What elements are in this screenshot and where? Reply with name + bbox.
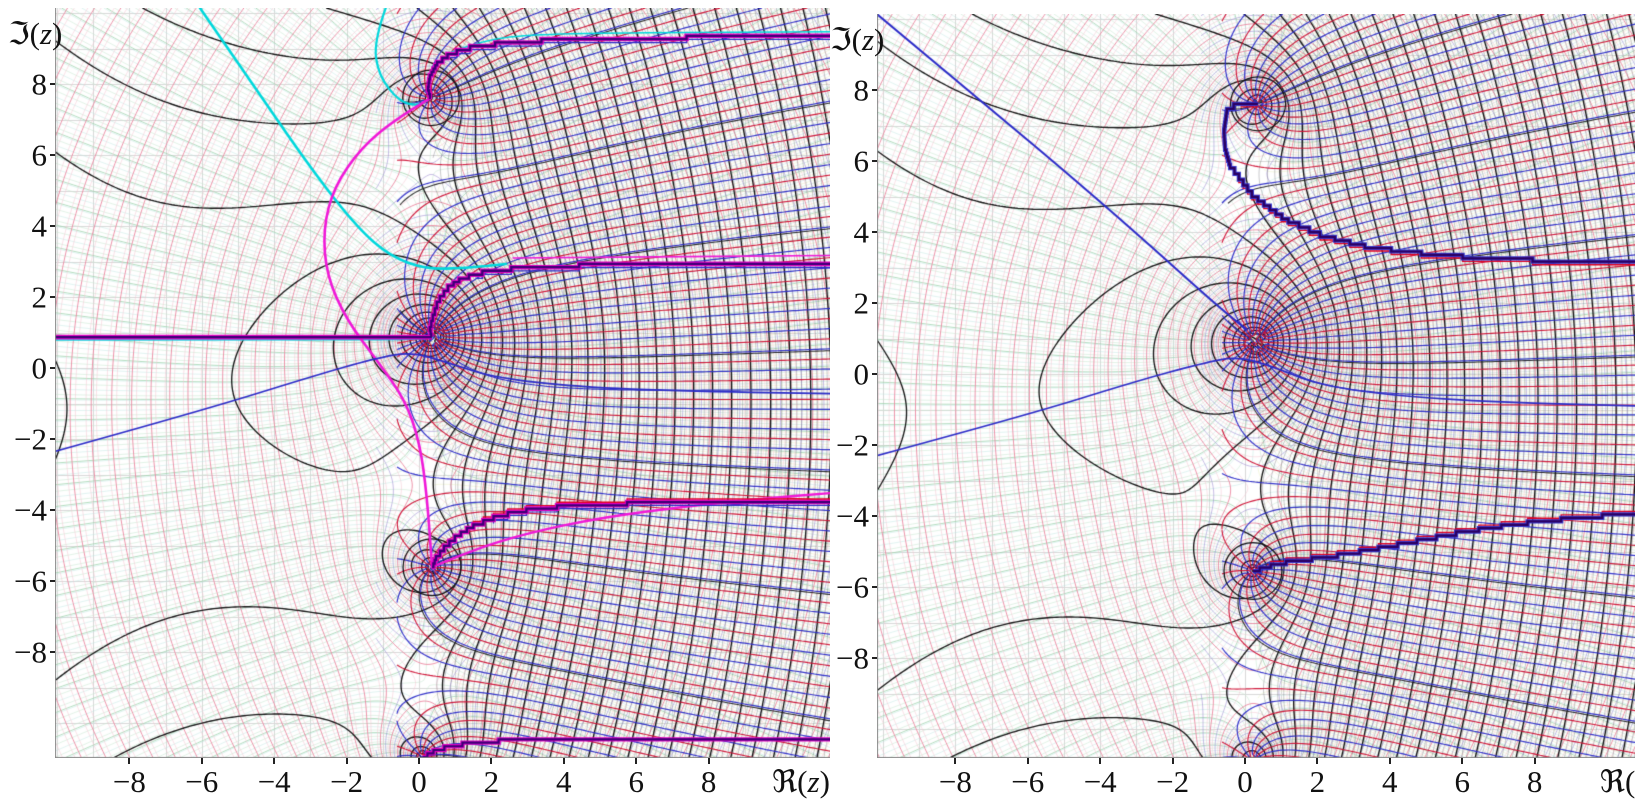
x-tick-mark xyxy=(707,758,710,764)
y-tick-label: 0 xyxy=(31,350,48,386)
x-tick-mark xyxy=(1533,758,1536,764)
y-tick-mark xyxy=(872,657,877,659)
x-tick-mark xyxy=(1026,758,1029,764)
y-tick-mark xyxy=(872,586,877,588)
real-axis-label: ℜ(z) xyxy=(1599,764,1635,799)
y-tick-mark xyxy=(50,83,55,85)
x-tick-mark xyxy=(635,758,638,764)
x-tick-mark xyxy=(418,758,420,764)
y-tick-mark xyxy=(872,231,877,233)
y-tick-label: 4 xyxy=(853,214,870,250)
y-tick-label: 8 xyxy=(853,72,870,108)
x-tick-mark xyxy=(128,758,131,764)
x-tick-mark xyxy=(1099,758,1102,764)
y-tick-label: 8 xyxy=(31,66,48,102)
y-tick-mark xyxy=(50,509,55,511)
imag-axis-label: ℑ(z) xyxy=(830,22,885,57)
x-tick-mark xyxy=(1388,758,1391,764)
x-tick-mark xyxy=(1171,758,1174,764)
x-tick-label: 0 xyxy=(1237,764,1253,799)
x-tick-label: −4 xyxy=(257,764,291,799)
x-tick-label: −8 xyxy=(112,764,146,799)
y-tick-mark xyxy=(872,444,877,446)
right-plot-panel xyxy=(877,14,1635,758)
y-tick-label: 0 xyxy=(853,356,870,392)
x-tick-label: 2 xyxy=(483,764,500,799)
x-tick-mark xyxy=(1244,758,1246,764)
y-tick-label: 2 xyxy=(31,279,48,315)
y-tick-label: 6 xyxy=(31,137,48,173)
y-tick-mark xyxy=(872,160,877,162)
y-tick-label: −6 xyxy=(836,569,869,605)
x-tick-mark xyxy=(490,758,493,764)
y-tick-label: −4 xyxy=(836,498,869,534)
x-tick-mark xyxy=(200,758,203,764)
y-tick-mark xyxy=(50,296,55,298)
x-tick-label: −4 xyxy=(1083,764,1117,799)
x-tick-label: −8 xyxy=(938,764,972,799)
right-plot-canvas xyxy=(877,14,1635,758)
x-tick-label: 8 xyxy=(1526,764,1543,799)
left-plot-panel xyxy=(55,8,830,758)
y-tick-label: −2 xyxy=(836,427,869,463)
y-tick-label: 6 xyxy=(853,143,870,179)
y-tick-label: −2 xyxy=(14,421,47,457)
y-tick-mark xyxy=(50,225,55,227)
imag-axis-label: ℑ(z) xyxy=(8,16,63,51)
x-tick-label: 2 xyxy=(1309,764,1326,799)
x-tick-label: 6 xyxy=(1454,764,1470,799)
x-tick-label: −6 xyxy=(1011,764,1045,799)
x-tick-label: −2 xyxy=(330,764,364,799)
x-tick-label: 0 xyxy=(411,764,427,799)
x-tick-mark xyxy=(954,758,957,764)
y-tick-label: −6 xyxy=(14,563,47,599)
y-tick-mark xyxy=(50,367,55,369)
y-tick-label: −8 xyxy=(836,640,869,676)
y-tick-mark xyxy=(872,515,877,517)
y-tick-mark xyxy=(50,580,55,582)
x-tick-label: 4 xyxy=(556,764,572,799)
x-tick-mark xyxy=(1461,758,1464,764)
y-tick-label: −8 xyxy=(14,634,47,670)
y-tick-mark xyxy=(50,154,55,156)
y-tick-mark xyxy=(50,438,55,440)
x-tick-label: −2 xyxy=(1156,764,1190,799)
x-tick-label: 4 xyxy=(1382,764,1398,799)
x-tick-mark xyxy=(345,758,348,764)
real-axis-label: ℜ(z) xyxy=(771,764,830,799)
y-tick-mark xyxy=(872,89,877,91)
x-tick-label: 8 xyxy=(700,764,717,799)
y-tick-label: 2 xyxy=(853,285,870,321)
x-tick-mark xyxy=(562,758,565,764)
x-tick-mark xyxy=(1316,758,1319,764)
left-plot-canvas xyxy=(55,8,830,758)
y-tick-label: −4 xyxy=(14,492,47,528)
x-tick-mark xyxy=(273,758,276,764)
x-tick-label: −6 xyxy=(185,764,219,799)
x-tick-label: 6 xyxy=(628,764,644,799)
y-tick-mark xyxy=(872,302,877,304)
y-tick-label: 4 xyxy=(31,208,48,244)
y-tick-mark xyxy=(872,373,877,375)
y-tick-mark xyxy=(50,651,55,653)
